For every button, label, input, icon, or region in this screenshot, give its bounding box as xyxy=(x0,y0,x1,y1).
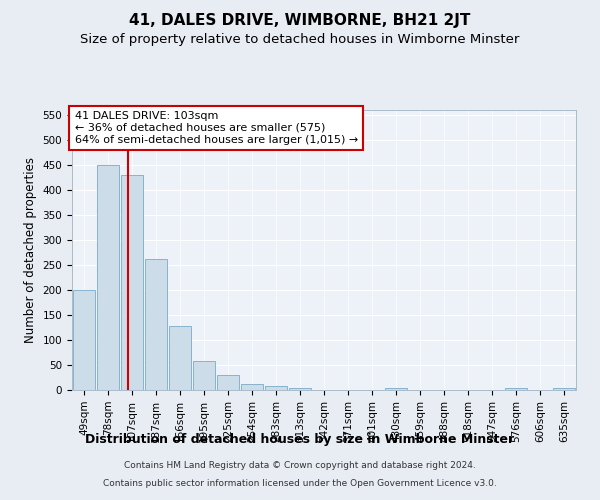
Bar xyxy=(505,388,527,390)
Bar xyxy=(385,388,407,390)
Text: 41, DALES DRIVE, WIMBORNE, BH21 2JT: 41, DALES DRIVE, WIMBORNE, BH21 2JT xyxy=(130,12,470,28)
Bar xyxy=(241,384,263,390)
Text: Size of property relative to detached houses in Wimborne Minster: Size of property relative to detached ho… xyxy=(80,32,520,46)
Text: Contains HM Land Registry data © Crown copyright and database right 2024.: Contains HM Land Registry data © Crown c… xyxy=(124,461,476,470)
Text: Contains public sector information licensed under the Open Government Licence v3: Contains public sector information licen… xyxy=(103,478,497,488)
Bar xyxy=(217,375,239,390)
Bar xyxy=(289,388,311,390)
Y-axis label: Number of detached properties: Number of detached properties xyxy=(24,157,37,343)
Bar xyxy=(97,165,119,390)
Bar xyxy=(553,388,575,390)
Bar xyxy=(145,259,167,390)
Bar xyxy=(169,326,191,390)
Bar xyxy=(73,290,95,390)
Text: Distribution of detached houses by size in Wimborne Minster: Distribution of detached houses by size … xyxy=(85,432,515,446)
Text: 41 DALES DRIVE: 103sqm
← 36% of detached houses are smaller (575)
64% of semi-de: 41 DALES DRIVE: 103sqm ← 36% of detached… xyxy=(74,112,358,144)
Bar xyxy=(121,175,143,390)
Bar xyxy=(265,386,287,390)
Bar xyxy=(193,361,215,390)
